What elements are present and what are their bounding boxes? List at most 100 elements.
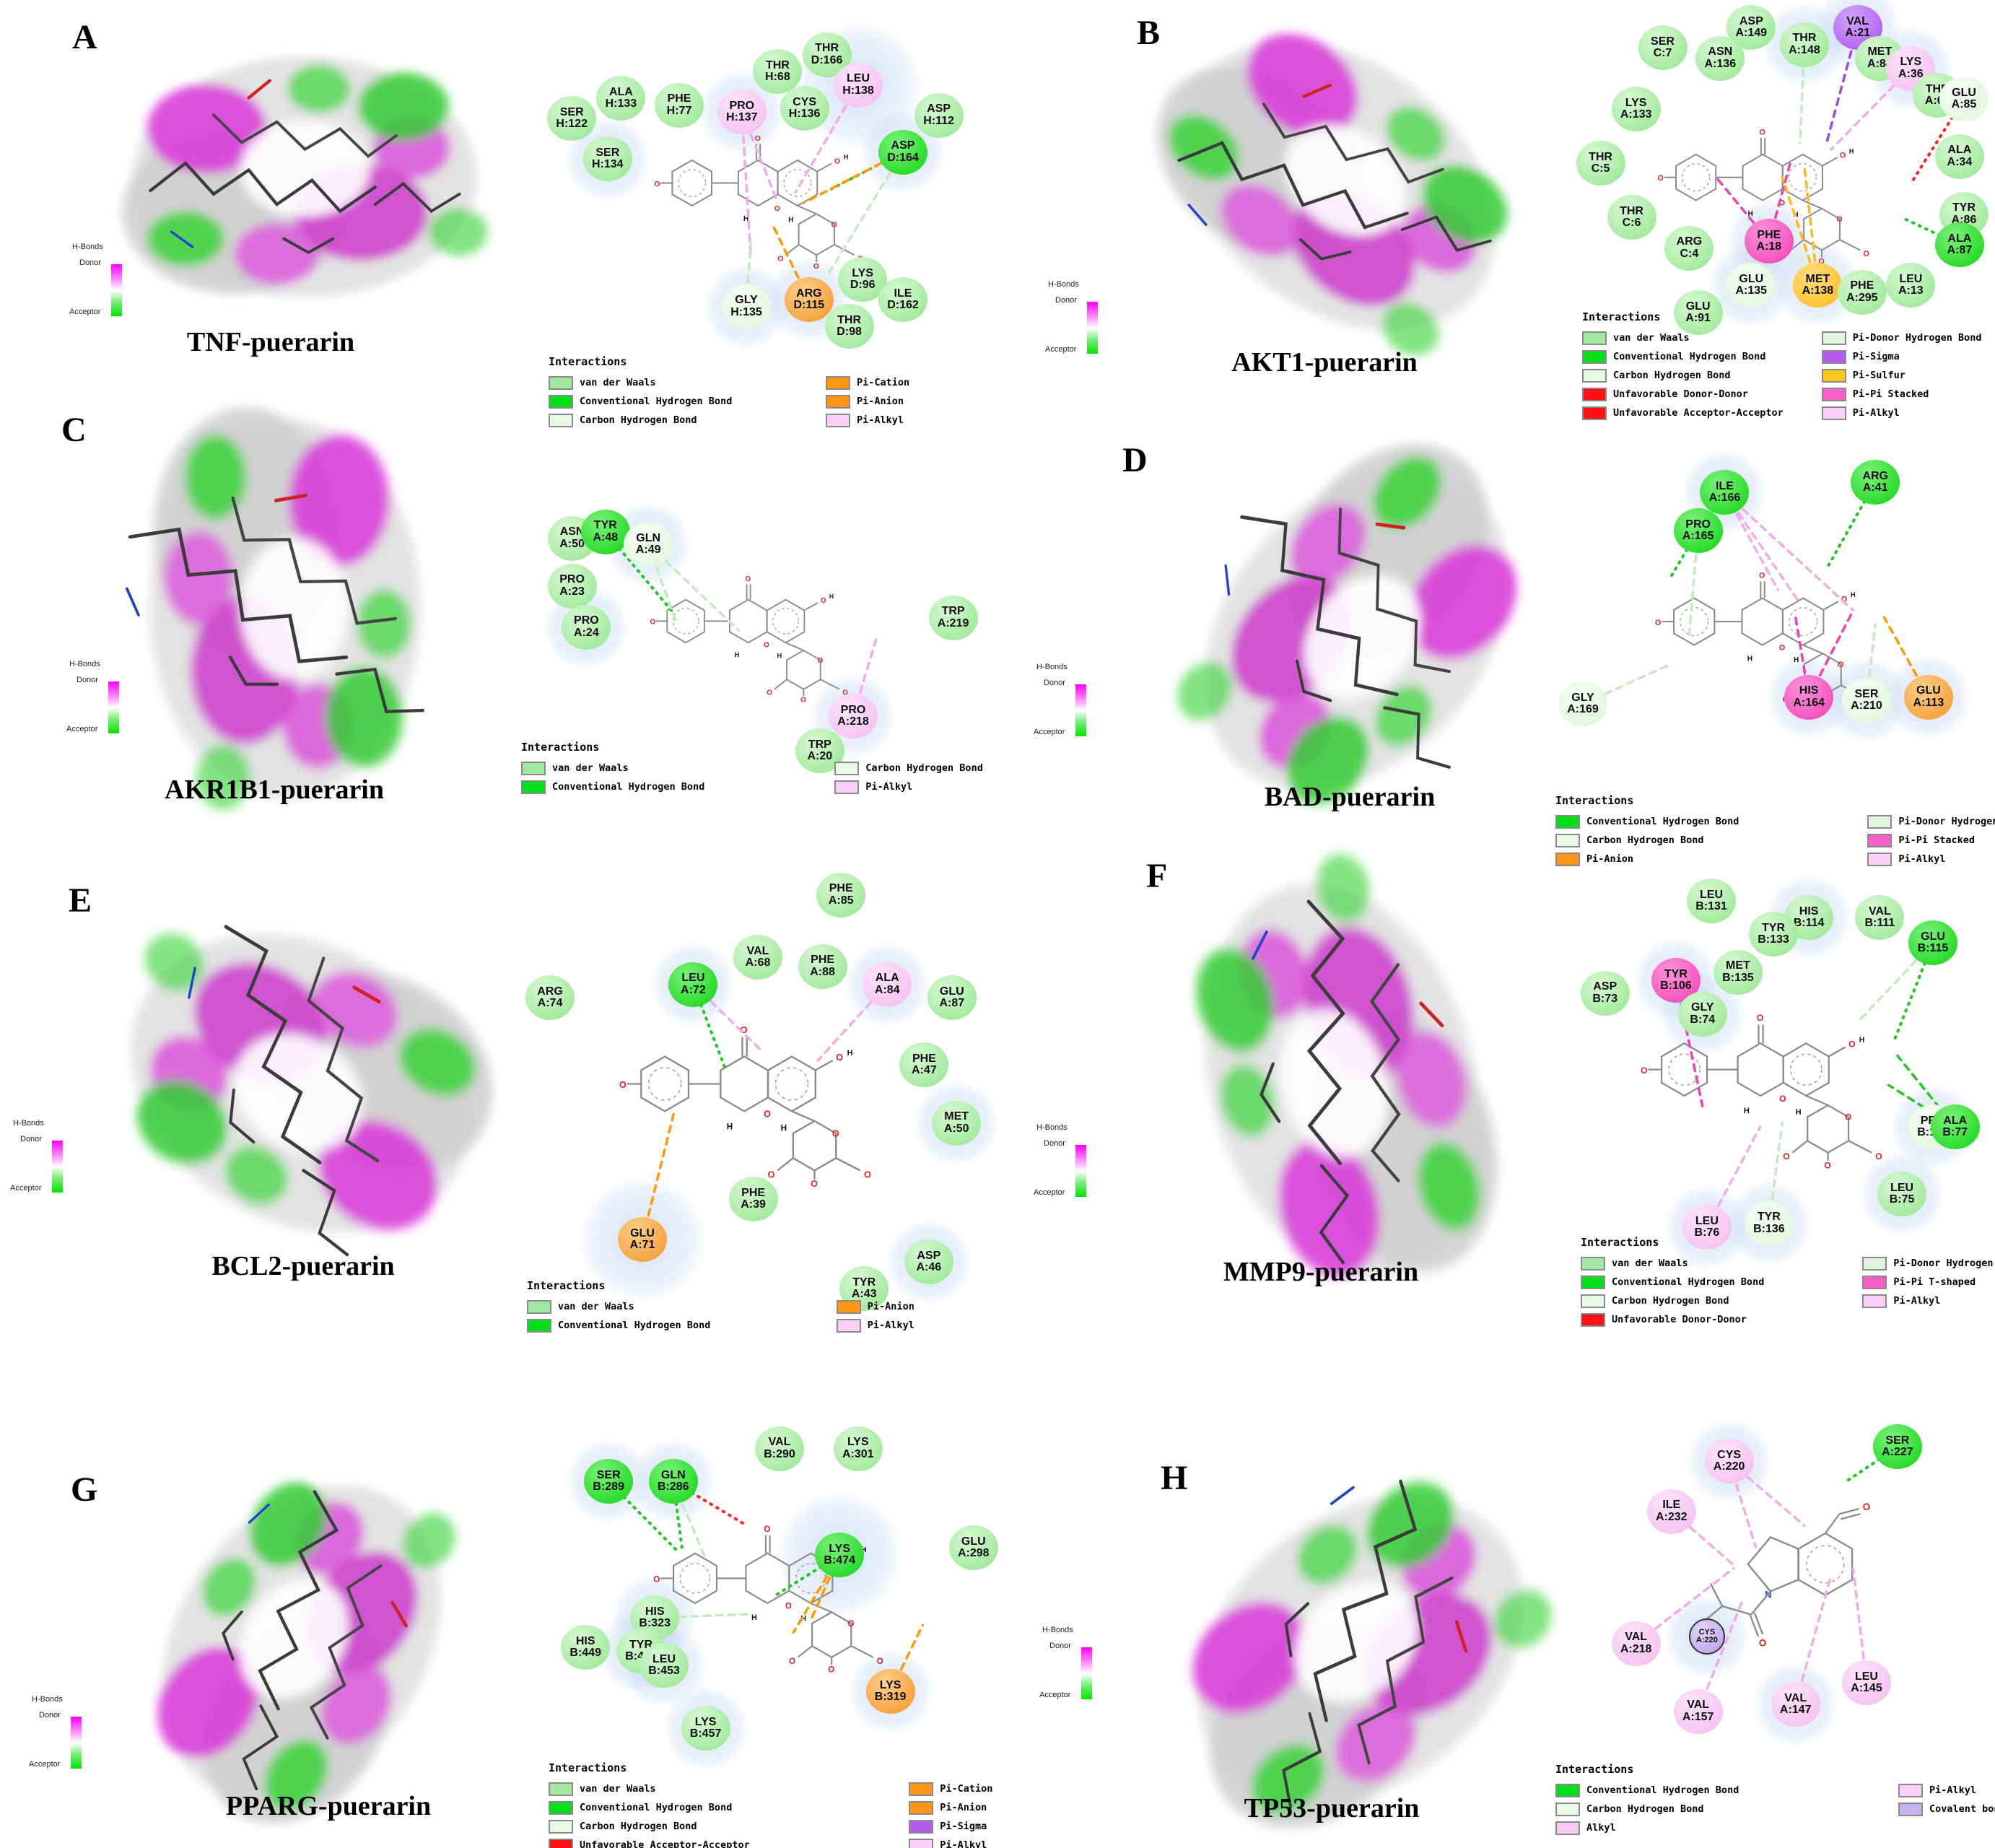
legend-swatch [1821,387,1846,401]
legend-title: Interactions [521,741,600,754]
svg-text:O: O [768,1170,775,1180]
residue-position: A:220 [1695,1635,1718,1644]
residue-position: A:68 [745,956,771,969]
legend-item: Pi-Donor Hydrogen Bond [1821,329,1982,346]
hbonds-acceptor-label: Acceptor [1039,1691,1071,1699]
legend-item: Carbon Hydrogen Bond [549,1818,697,1835]
legend-label: Pi-Pi T-shaped [1893,1276,1976,1288]
residue-name: HIS [645,1605,665,1618]
interaction-diagram-2d: O O O H O H O O O O HASPA:149SERC:7ASNA:… [1552,0,1995,346]
legend-swatch [549,1819,573,1834]
hbonds-donor-label: Donor [1049,1642,1071,1650]
residue-bubble: PHE A:18 [1744,219,1794,264]
interaction-diagram-2d: O O O H O H O O O O H ASN A:50 TYR A:48 GLN A:… [520,462,996,780]
legend-label: van der Waals [558,1301,634,1312]
residue-bubble: GLY H:135 [722,284,771,329]
svg-text:O: O [847,1620,854,1629]
legend-swatch [521,780,546,794]
svg-text:O: O [789,1657,795,1665]
legend-item: Pi-Donor Hydrogen Bond [1862,1255,1995,1272]
svg-text:H: H [1794,656,1799,664]
svg-text:O: O [785,1602,792,1611]
legend-swatch [1821,349,1846,364]
legend-item: Conventional Hydrogen Bond [549,393,732,410]
legend-label: Pi-Alkyl [1852,407,1900,419]
residue-bubble: GLN A:49 [624,522,673,567]
residue-position: A:74 [537,997,563,1010]
residue-name: TYR [1952,201,1976,214]
residue-name: VAL [1846,14,1869,27]
panel-letter: F [1146,857,1168,895]
hbonds-gradient-bar [1075,1145,1086,1197]
residue-position: B:73 [1592,992,1618,1005]
residue-bubble: ILE D:162 [878,277,927,323]
residue-position: B:106 [1660,980,1692,993]
residue-position: H:134 [592,157,624,170]
residue-name: TYR [1762,922,1785,935]
residue-name: LEU [1890,1181,1914,1194]
legend-swatch [1581,1294,1605,1308]
svg-text:O: O [1779,1094,1786,1104]
residue-position: A:218 [837,715,869,728]
svg-text:O: O [741,1025,748,1035]
legend-label: Carbon Hydrogen Bond [865,762,983,774]
hbonds-title: H-Bonds [1036,1123,1068,1132]
hbonds-title: H-Bonds [1042,1626,1073,1634]
residue-name: LYS [847,1436,869,1449]
legend-item: Pi-Pi Stacked [1867,832,1975,849]
residue-name: ILE [1662,1499,1681,1512]
residue-position: B:319 [874,1691,907,1704]
legend-swatch [1821,368,1846,383]
svg-text:O: O [1759,572,1765,580]
hbonds-donor-label: Donor [20,1135,42,1143]
legend-item: Pi-Anion [836,1298,914,1315]
legend-label: Pi-Sigma [1852,351,1900,362]
panel-title: AKR1B1-puerarin [165,775,384,805]
residue-bubble: PHE A:295 [1837,269,1887,315]
residue-bubble: THR A:148 [1779,22,1829,67]
legend-item: Conventional Hydrogen Bond [521,778,704,796]
residue-bubble: LEU B:76 [1682,1205,1732,1250]
svg-text:O: O [1848,1039,1855,1049]
legend-item: Pi-Donor Hydrogen Bond [1867,813,1995,830]
residue-name: THR [765,58,790,71]
residue-position: B:131 [1695,900,1727,912]
surface-3d-render [1196,854,1497,1277]
residue-position: A:298 [958,1547,990,1560]
svg-text:H: H [1851,591,1856,598]
residue-bubble: LEU H:138 [834,62,883,108]
legend-item: Conventional Hydrogen Bond [527,1317,710,1334]
ligand-structure: N O O [1702,1502,1870,1649]
residue-name: LYS [829,1543,851,1556]
residue-bubble: SER A:227 [1872,1424,1922,1470]
legend-label: van der Waals [1612,1258,1688,1269]
legend-item: Conventional Hydrogen Bond [1555,1782,1739,1799]
residue-bubble: VAL A:218 [1611,1621,1661,1666]
legend-item: van der Waals [549,374,656,391]
hbonds-colorbar: H-Bonds Donor Acceptor [1034,663,1117,748]
residue-name: PRO [840,703,866,716]
svg-text:H: H [727,1123,733,1132]
interaction-line [794,83,860,194]
residue-position: B:133 [1758,933,1789,946]
interactions-legend: Interactions Conventional Hydrogen Bond Ca… [1555,794,1995,866]
interaction-line [773,1553,842,1598]
legend-label: van der Waals [580,1783,656,1795]
hbonds-donor-label: Donor [39,1711,61,1720]
legend-label: Pi-Anion [940,1802,987,1813]
residue-name: ASP [927,103,951,116]
residue-name: ASP [1739,14,1763,27]
residue-position: A:147 [1779,1703,1812,1716]
svg-text:O: O [654,180,660,188]
residue-bubble: PRO A:218 [829,694,878,738]
residue-position: A:148 [1789,43,1820,56]
legend-title: Interactions [1555,794,1634,807]
residue-position: D:162 [887,299,919,312]
legend-swatch [1555,1802,1580,1816]
hbonds-gradient-bar [1087,302,1098,354]
legend-title: Interactions [1581,1236,1659,1249]
legend-label: Pi-Alkyl [857,414,904,426]
legend-item: Unfavorable Donor-Donor [1582,385,1748,403]
legend-label: Conventional Hydrogen Bond [552,781,705,793]
residue-name: GLU [939,985,964,998]
